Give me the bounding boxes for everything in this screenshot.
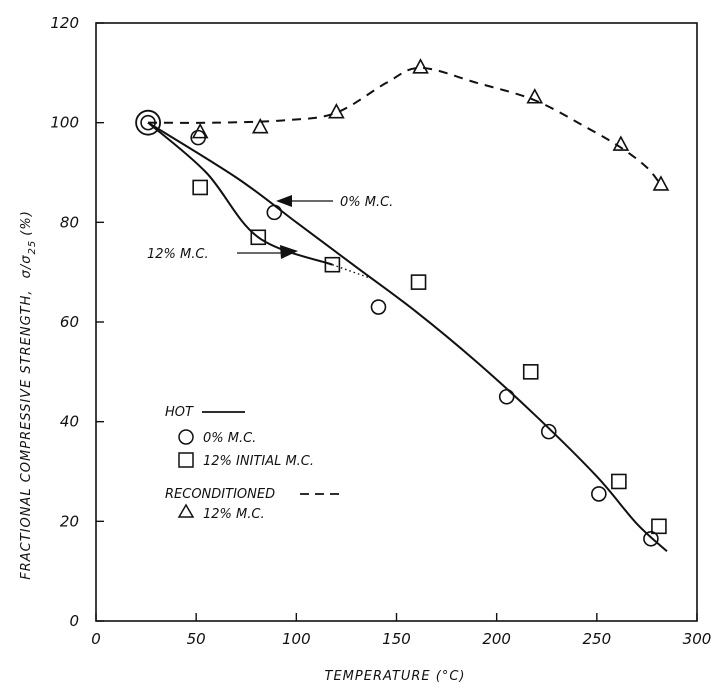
x-tick-label: 0 <box>91 630 101 648</box>
data-point-triangle <box>652 175 670 191</box>
data-point-circle <box>591 486 607 502</box>
legend-circle-icon <box>178 429 194 445</box>
y-axis-sigma-2: σ <box>19 254 34 263</box>
data-point-triangle <box>328 103 345 119</box>
legend-triangle-icon <box>177 503 195 518</box>
legend: HOT 0% M.C. 12% INITIAL M.C. RECONDITION… <box>165 405 345 522</box>
y-axis-subscript: 25 <box>27 240 38 255</box>
x-tick-label: 150 <box>382 630 411 648</box>
y-tick-label: 0 <box>69 612 79 630</box>
data-point-triangle <box>412 58 429 74</box>
legend-reconditioned-label: RECONDITIONED <box>165 487 275 502</box>
origin-point-outer-ring <box>135 109 161 136</box>
data-point-square <box>410 274 427 290</box>
data-markers <box>135 58 670 547</box>
curve-hot-twelve-mc <box>147 121 333 266</box>
data-point-triangle <box>526 88 544 104</box>
legend-recond-mc-label: 12% M.C. <box>203 507 265 522</box>
legend-zero-mc-label: 0% M.C. <box>203 431 256 446</box>
x-tick-label: 250 <box>583 630 612 648</box>
x-tick-label: 200 <box>482 630 511 648</box>
y-tick-label: 20 <box>60 512 79 530</box>
arrow-head-icon <box>276 195 292 207</box>
data-point-square <box>192 179 208 196</box>
y-axis-sigma: σ <box>19 269 34 278</box>
x-axis-ticks: 0 50 100 150 200 250 300 <box>91 613 711 648</box>
legend-square-icon <box>178 452 194 468</box>
data-point-triangle <box>251 117 269 134</box>
y-axis-label: FRACTIONAL COMPRESSIVE STRENGTH, <box>19 289 34 579</box>
data-point-circle <box>140 114 156 131</box>
curve-reconditioned <box>148 66 662 186</box>
data-point-square <box>522 364 539 380</box>
svg-text:FRACTIONAL COMPRESSIVE STRENGT: FRACTIONAL COMPRESSIVE STRENGTH, σ/σ25(%… <box>19 210 38 580</box>
curve-hot-zero-mc <box>147 121 668 552</box>
plot-frame <box>95 22 698 622</box>
data-point-square <box>324 256 341 273</box>
arrow-head-icon <box>280 245 298 259</box>
x-tick-label: 50 <box>187 630 206 648</box>
annotation-label: 12% M.C. <box>147 247 209 262</box>
y-tick-label: 80 <box>60 213 79 231</box>
x-axis-label: TEMPERATURE (°C) <box>325 669 466 684</box>
x-tick-label: 100 <box>282 630 311 648</box>
y-tick-label: 60 <box>60 313 79 331</box>
y-tick-label: 120 <box>50 14 79 32</box>
y-tick-label: 100 <box>50 114 79 132</box>
curves <box>147 66 668 552</box>
legend-hot-label: HOT <box>165 405 194 420</box>
data-point-circle <box>643 530 659 547</box>
annotation-twelve-mc: 12% M.C. <box>147 245 298 262</box>
x-tick-label: 300 <box>683 630 712 648</box>
data-point-square <box>651 518 667 535</box>
annotation-zero-mc: 0% M.C. <box>276 195 393 210</box>
annotation-label: 0% M.C. <box>340 195 393 210</box>
y-axis-unit: (%) <box>19 210 34 236</box>
data-point-square <box>611 473 627 490</box>
data-point-circle <box>266 204 283 221</box>
y-tick-label: 40 <box>60 413 79 431</box>
y-axis-label-group: FRACTIONAL COMPRESSIVE STRENGTH, σ/σ25(%… <box>19 210 38 580</box>
data-point-circle <box>370 299 387 315</box>
data-point-circle <box>540 423 557 440</box>
legend-initial-mc-label: 12% INITIAL M.C. <box>203 454 314 469</box>
data-point-triangle <box>191 122 209 139</box>
data-point-triangle <box>612 135 630 151</box>
data-point-square <box>250 229 267 246</box>
curve-hot-twelve-mc-extension <box>332 264 375 281</box>
data-point-circle <box>498 388 515 405</box>
y-axis-slash: / <box>19 263 34 270</box>
y-axis-ticks: 0 20 40 60 80 100 120 <box>50 14 104 630</box>
